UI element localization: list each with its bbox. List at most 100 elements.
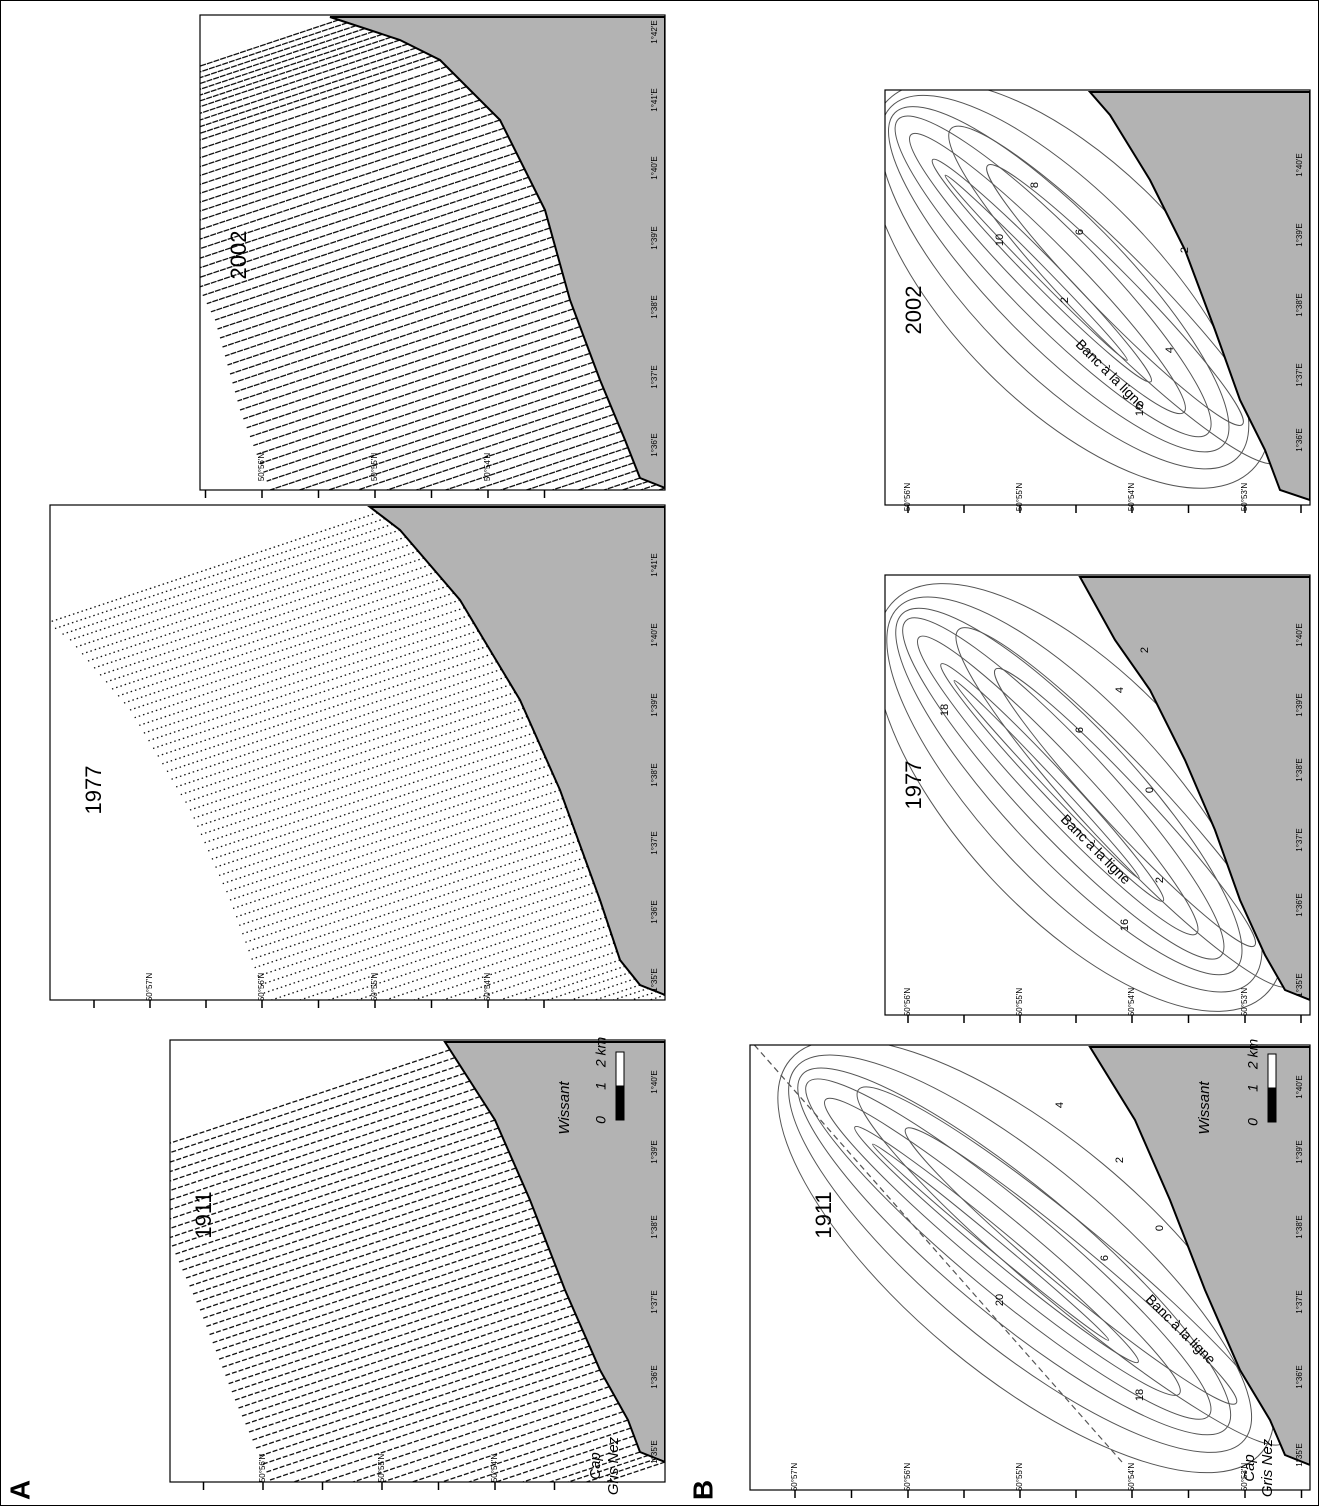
scale-label: 2 km: [1245, 1038, 1261, 1070]
lon-label: 1°39'E: [1295, 223, 1304, 246]
lat-label: 50°56'N: [903, 1463, 912, 1492]
lat-label: 50°56'N: [258, 1454, 267, 1483]
lon-label: 1°41'E: [650, 88, 659, 111]
year-label: 1977: [81, 766, 106, 815]
scale-bar: [616, 1086, 624, 1120]
lon-label: 1°35'E: [1295, 973, 1304, 996]
panel-label: A: [4, 1480, 35, 1500]
place-label: Wissant: [1196, 1081, 1213, 1135]
lon-label: 1°36'E: [650, 900, 659, 923]
contour-label: 20: [994, 1294, 1006, 1306]
lon-label: 1°38'E: [650, 295, 659, 318]
contour-label: 6: [1074, 229, 1086, 235]
lat-label: 50°55'N: [1015, 988, 1024, 1017]
lat-label: 50°56'N: [257, 973, 266, 1002]
lon-label: 1°37'E: [1295, 363, 1304, 386]
contour-label: 2: [1059, 297, 1071, 303]
year-label: 2002: [226, 231, 251, 280]
lon-label: 1°39'E: [1295, 1140, 1304, 1163]
place-label: Cap: [1241, 1454, 1258, 1482]
lat-label: 50°53'N: [1240, 483, 1249, 512]
place-label: Gris Nez: [1259, 1438, 1276, 1497]
lat-label: 50°55'N: [377, 1454, 386, 1483]
lon-label: 1°41'E: [650, 553, 659, 576]
year-label: 1911: [811, 1191, 836, 1238]
lat-label: 50°55'N: [370, 453, 379, 482]
lon-label: 1°38'E: [1295, 758, 1304, 781]
lon-label: 1°40'E: [650, 156, 659, 179]
lon-label: 1°39'E: [650, 226, 659, 249]
contour-label: 4: [1114, 687, 1126, 693]
scale-bar: [1268, 1088, 1276, 1122]
scale-label: 0: [1245, 1118, 1261, 1126]
lon-label: 1°39'E: [650, 1140, 659, 1163]
lon-label: 1°37'E: [650, 831, 659, 854]
lon-label: 1°40'E: [1295, 153, 1304, 176]
lon-label: 1°40'E: [650, 623, 659, 646]
panel-label: B: [687, 1480, 718, 1500]
lon-label: 1°37'E: [1295, 828, 1304, 851]
year-label: 1911: [191, 1191, 216, 1238]
contour-label: 2: [1139, 647, 1151, 653]
place-label: Cap: [587, 1452, 604, 1480]
contour-label: 0: [1144, 787, 1156, 793]
lon-label: 1°40'E: [1295, 623, 1304, 646]
year-label: 2002: [901, 286, 926, 335]
lon-label: 1°35'E: [1295, 1443, 1304, 1466]
contour-label: 18: [1134, 1389, 1146, 1401]
scale-label: 1: [1245, 1084, 1261, 1092]
lat-label: 50°55'N: [1015, 483, 1024, 512]
contour-label: 18: [939, 704, 951, 716]
lat-label: 50°54'N: [1127, 1463, 1136, 1492]
lat-label: 50°54'N: [490, 1454, 499, 1483]
lat-label: 50°54'N: [483, 973, 492, 1002]
place-label: Wissant: [556, 1081, 573, 1135]
lon-label: 1°39'E: [1295, 693, 1304, 716]
lon-label: 1°35'E: [650, 968, 659, 991]
lon-label: 1°42'E: [650, 20, 659, 43]
year-label: 1977: [901, 761, 926, 810]
lat-label: 50°53'N: [1240, 988, 1249, 1017]
contour-label: 4: [1164, 347, 1176, 353]
scale-label: 2 km: [593, 1036, 609, 1068]
lat-label: 50°55'N: [370, 973, 379, 1002]
scale-label: 1: [593, 1082, 609, 1090]
lon-label: 1°40'E: [1295, 1075, 1304, 1098]
contour-label: 2: [1154, 877, 1166, 883]
lon-label: 1°37'E: [1295, 1290, 1304, 1313]
lat-label: 50°56'N: [257, 453, 266, 482]
lat-label: 50°56'N: [903, 483, 912, 512]
figure: A 50°56'N 50°55'N 50°54'N 1°35'E 1°36'E 1°37'E…: [0, 0, 1319, 1506]
lon-label: 1°38'E: [650, 1215, 659, 1238]
contour-label: 0: [1154, 1225, 1166, 1231]
lat-label: 50°56'N: [903, 988, 912, 1017]
contour-label: 8: [1029, 182, 1041, 188]
lon-label: 1°38'E: [650, 763, 659, 786]
lon-label: 1°38'E: [1295, 1215, 1304, 1238]
lat-label: 50°57'N: [790, 1463, 799, 1492]
lon-label: 1°36'E: [650, 1365, 659, 1388]
scale-label: 0: [593, 1116, 609, 1124]
scale-bar: [616, 1052, 624, 1086]
contour-label: 16: [1119, 919, 1131, 931]
contour-label: 2: [1114, 1157, 1126, 1163]
lon-label: 1°35'E: [650, 1440, 659, 1463]
contour-label: 6: [1074, 727, 1086, 733]
lon-label: 1°36'E: [1295, 1365, 1304, 1388]
scale-bar: [1268, 1054, 1276, 1088]
lat-label: 50°54'N: [1127, 483, 1136, 512]
lon-label: 1°40'E: [650, 1070, 659, 1093]
lon-label: 1°37'E: [650, 365, 659, 388]
place-label: Gris Nez: [605, 1436, 622, 1495]
contour-label: 4: [1054, 1102, 1066, 1108]
contour-label: 2: [1179, 247, 1191, 253]
lon-label: 1°36'E: [650, 433, 659, 456]
lat-label: 50°57'N: [145, 973, 154, 1002]
lat-label: 50°54'N: [483, 453, 492, 482]
lat-label: 50°54'N: [1127, 988, 1136, 1017]
lon-label: 1°38'E: [1295, 293, 1304, 316]
contour-label: 6: [1099, 1255, 1111, 1261]
lon-label: 1°36'E: [1295, 428, 1304, 451]
lon-label: 1°39'E: [650, 693, 659, 716]
lon-label: 1°37'E: [650, 1290, 659, 1313]
